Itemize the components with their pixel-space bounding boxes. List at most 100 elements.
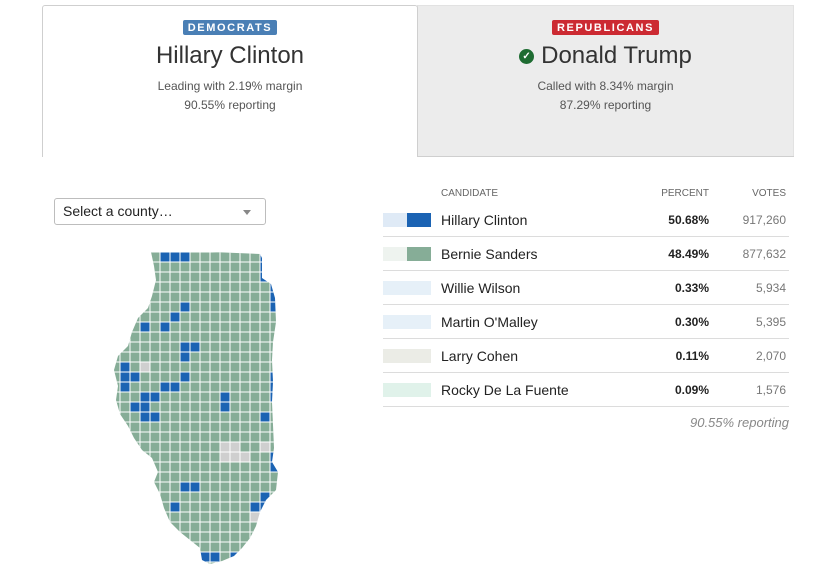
county-shape[interactable] [139,271,151,283]
county-shape[interactable] [280,292,290,302]
county-shape[interactable] [199,461,211,473]
county-shape[interactable] [119,411,131,423]
county-shape[interactable] [259,501,271,513]
county-shape[interactable] [159,551,171,563]
county-shape[interactable] [249,301,261,313]
county-shape[interactable] [239,391,251,403]
county-shape[interactable] [149,261,161,273]
county-shape[interactable] [159,341,171,353]
county-shape[interactable] [110,291,121,303]
county-shape[interactable] [159,461,171,473]
county-shape[interactable] [239,371,251,383]
county-shape[interactable] [229,341,241,353]
county-shape[interactable] [219,391,231,403]
county-shape[interactable] [189,351,201,363]
county-shape[interactable] [259,321,271,333]
county-shape[interactable] [189,361,201,373]
county-shape[interactable] [199,521,211,533]
county-shape[interactable] [129,331,141,343]
county-shape[interactable] [219,252,231,263]
county-shape[interactable] [139,471,151,483]
county-shape[interactable] [209,471,221,483]
county-shape[interactable] [199,331,211,343]
county-shape[interactable] [280,482,290,492]
county-shape[interactable] [179,541,191,553]
county-shape[interactable] [219,281,231,293]
county-shape[interactable] [239,361,251,373]
county-shape[interactable] [139,431,151,443]
county-shape[interactable] [269,281,280,293]
county-shape[interactable] [239,351,251,363]
county-shape[interactable] [199,361,211,373]
county-shape[interactable] [179,501,191,513]
county-shape[interactable] [119,351,131,363]
county-shape[interactable] [110,401,121,413]
county-shape[interactable] [209,321,221,333]
county-shape[interactable] [139,561,151,566]
county-shape[interactable] [110,252,121,263]
county-shape[interactable] [219,541,231,553]
county-shape[interactable] [169,501,181,513]
county-shape[interactable] [179,401,191,413]
county-shape[interactable] [189,331,201,343]
county-shape[interactable] [269,541,280,553]
county-shape[interactable] [280,452,290,462]
county-shape[interactable] [269,461,280,473]
county-shape[interactable] [169,431,181,443]
county-shape[interactable] [159,491,171,503]
county-shape[interactable] [269,441,280,453]
county-shape[interactable] [229,301,241,313]
county-shape[interactable] [280,382,290,392]
county-shape[interactable] [139,331,151,343]
county-shape[interactable] [199,511,211,523]
county-shape[interactable] [110,391,121,403]
county-shape[interactable] [269,341,280,353]
county-shape[interactable] [249,411,261,423]
county-shape[interactable] [139,371,151,383]
county-shape[interactable] [249,491,261,503]
county-shape[interactable] [139,411,151,423]
county-shape[interactable] [159,471,171,483]
county-shape[interactable] [169,551,181,563]
county-shape[interactable] [239,521,251,533]
county-shape[interactable] [110,481,121,493]
county-shape[interactable] [119,271,131,283]
county-shape[interactable] [139,311,151,323]
county-shape[interactable] [129,261,141,273]
county-shape[interactable] [229,431,241,443]
county-shape[interactable] [219,271,231,283]
county-shape[interactable] [139,551,151,563]
county-shape[interactable] [139,521,151,533]
county-shape[interactable] [249,511,261,523]
county-shape[interactable] [280,512,290,522]
county-shape[interactable] [249,371,261,383]
county-shape[interactable] [199,491,211,503]
county-shape[interactable] [189,391,201,403]
county-shape[interactable] [259,441,271,453]
tab-democrats[interactable]: DEMOCRATS Hillary Clinton Leading with 2… [42,5,418,157]
county-shape[interactable] [269,411,280,423]
county-shape[interactable] [280,362,290,372]
county-shape[interactable] [209,291,221,303]
county-shape[interactable] [199,252,211,263]
county-shape[interactable] [110,361,121,373]
county-shape[interactable] [249,521,261,533]
county-shape[interactable] [239,441,251,453]
county-shape[interactable] [239,451,251,463]
county-shape[interactable] [239,301,251,313]
county-shape[interactable] [119,281,131,293]
county-shape[interactable] [269,551,280,563]
county-shape[interactable] [159,311,171,323]
county-shape[interactable] [169,491,181,503]
county-shape[interactable] [199,451,211,463]
county-shape[interactable] [139,301,151,313]
county-shape[interactable] [219,531,231,543]
county-shape[interactable] [229,381,241,393]
county-shape[interactable] [199,441,211,453]
county-shape[interactable] [129,561,141,566]
county-shape[interactable] [219,401,231,413]
county-shape[interactable] [169,311,181,323]
county-shape[interactable] [159,281,171,293]
county-shape[interactable] [149,471,161,483]
county-shape[interactable] [169,301,181,313]
